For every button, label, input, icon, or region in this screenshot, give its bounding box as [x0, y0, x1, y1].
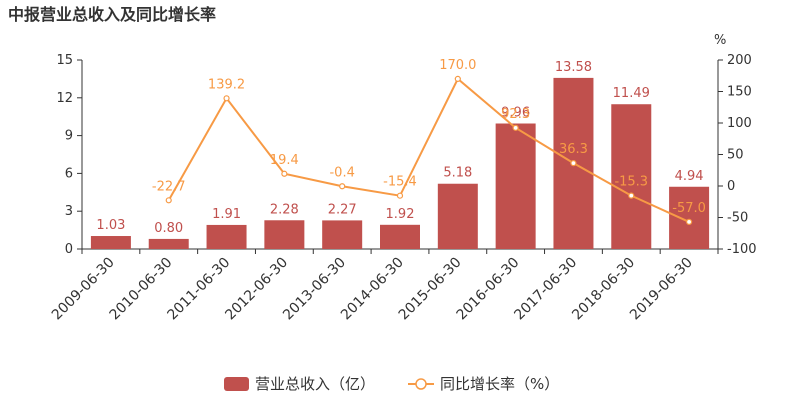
left-tick-label: 12: [56, 91, 73, 106]
growth-value-label: -15.3: [614, 175, 648, 190]
right-axis-unit: %: [714, 33, 726, 48]
growth-point: [281, 170, 288, 177]
growth-point: [396, 192, 404, 199]
bar: [611, 104, 652, 249]
growth-value-label: 36.3: [559, 142, 588, 157]
growth-point: [223, 95, 230, 102]
left-tick-label: 6: [65, 166, 73, 181]
bar-value-label: 2.28: [270, 202, 299, 217]
growth-value-label: -22.7: [152, 179, 186, 194]
bar-value-label: 2.27: [328, 202, 357, 217]
left-tick-label: 9: [65, 129, 73, 144]
bar-value-label: 1.03: [96, 218, 125, 233]
bar: [206, 224, 247, 249]
growth-point: [628, 192, 635, 199]
chart-title: 中报营业总收入及同比增长率: [8, 5, 216, 24]
right-tick-label: 50: [727, 148, 744, 163]
bar: [264, 220, 305, 249]
bar: [669, 186, 710, 249]
bar-value-label: 11.49: [613, 86, 650, 101]
bar-value-label: 9.96: [501, 106, 530, 121]
growth-value-label: 92.3: [501, 107, 530, 122]
right-tick-label: 100: [727, 116, 752, 131]
bar-value-label: 1.92: [386, 207, 415, 222]
bar-value-label: 13.58: [555, 60, 592, 75]
growth-point: [454, 75, 461, 83]
growth-value-label: 170.0: [439, 58, 476, 73]
legend-bar-swatch: [224, 377, 249, 391]
growth-point: [512, 124, 519, 131]
bar: [90, 236, 131, 249]
right-tick-label: -50: [727, 211, 748, 226]
right-tick-label: -100: [727, 242, 757, 257]
growth-value-label: -0.4: [329, 165, 354, 180]
bar: [437, 183, 478, 249]
left-tick-label: 3: [65, 204, 73, 219]
x-tick-label: 2019-06-30: [627, 255, 696, 324]
bar-value-label: 1.91: [212, 207, 241, 222]
growth-point: [165, 197, 172, 204]
bar: [380, 224, 420, 249]
bar: [322, 220, 363, 249]
bars: 1.03 0.80 1.91 2.28 2.27 1.92 5.18 9.96 13.58 11.…: [90, 60, 710, 249]
growth-point: [570, 160, 577, 167]
growth-line-path: [167, 77, 690, 223]
legend-line-marker: [415, 378, 427, 390]
bar-value-label: 5.18: [443, 166, 472, 181]
right-tick-label: 150: [727, 85, 752, 100]
bar-value-label: 0.80: [154, 221, 183, 236]
growth-point: [339, 183, 346, 190]
legend-line-label: 同比增长率（%）: [440, 375, 559, 393]
left-tick-label: 0: [65, 242, 73, 257]
growth-value-label: 19.4: [270, 153, 299, 168]
legend[interactable]: 营业总收入（亿） 同比增长率（%）: [224, 375, 559, 393]
growth-value-label: 139.2: [208, 77, 245, 92]
bar-value-label: 4.94: [675, 169, 704, 184]
growth-value-label: -15.4: [383, 175, 417, 190]
left-tick-label: 15: [56, 53, 73, 68]
growth-line: -22.7 139.2 19.4 -0.4 -15.4 170.0 92.3 36.3 -15.…: [152, 58, 706, 226]
right-tick-label: 0: [727, 179, 735, 194]
right-tick-label: 200: [727, 53, 752, 68]
growth-value-label: -57.0: [672, 201, 706, 216]
bar: [148, 238, 189, 249]
bar: [495, 123, 536, 249]
growth-point: [685, 218, 693, 226]
legend-bar-label: 营业总收入（亿）: [255, 375, 375, 393]
